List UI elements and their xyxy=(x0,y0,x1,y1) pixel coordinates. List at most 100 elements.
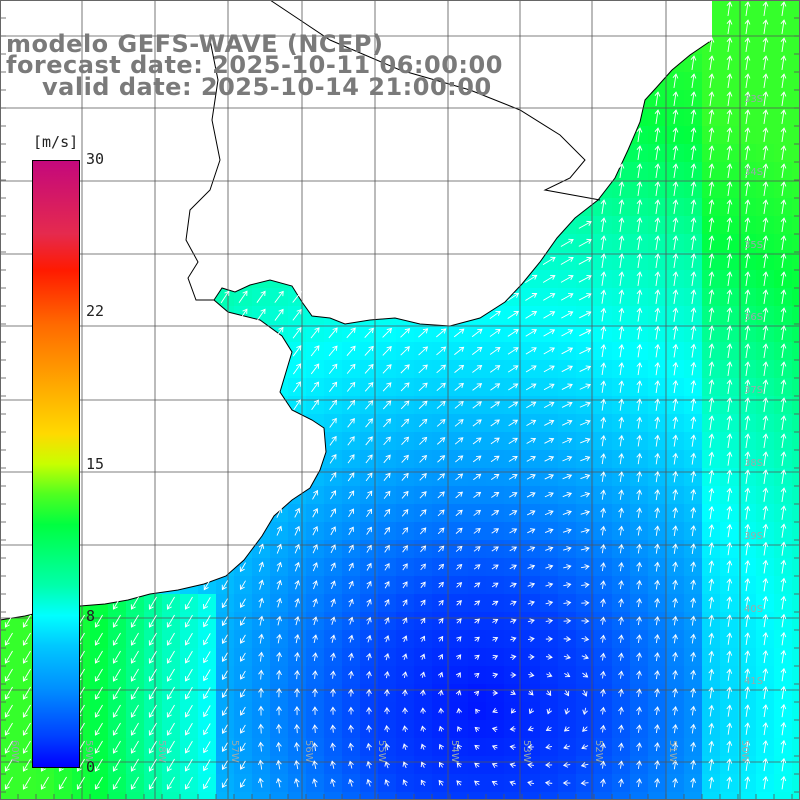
wind-arrow xyxy=(364,363,374,374)
wind-arrow xyxy=(276,741,282,752)
wind-arrow xyxy=(762,163,769,178)
wind-arrow xyxy=(708,307,715,322)
wind-arrow xyxy=(471,346,483,355)
speed-cell xyxy=(792,684,800,703)
wind-arrow xyxy=(473,546,481,552)
wind-arrow xyxy=(780,433,787,448)
wind-arrow xyxy=(762,505,769,520)
wind-arrow xyxy=(510,708,517,714)
speed-cell xyxy=(792,90,800,109)
wind-arrow xyxy=(600,688,606,697)
wind-arrow xyxy=(258,741,264,752)
wind-arrow xyxy=(600,344,607,358)
wind-arrow xyxy=(437,455,446,463)
wind-arrow xyxy=(762,19,769,34)
wind-arrow xyxy=(508,474,518,480)
speed-cell xyxy=(216,792,235,800)
wind-arrow xyxy=(744,307,751,322)
wind-arrow xyxy=(420,635,426,642)
wind-arrow xyxy=(526,474,536,480)
wind-arrow xyxy=(508,419,519,427)
wind-arrow xyxy=(402,725,408,732)
wind-arrow xyxy=(780,91,787,106)
wind-arrow xyxy=(762,55,769,70)
wind-arrow xyxy=(258,687,264,698)
wind-arrow xyxy=(546,708,553,715)
wind-arrow xyxy=(636,616,642,626)
wind-arrow xyxy=(636,634,642,644)
wind-arrow xyxy=(455,672,461,678)
wind-arrow xyxy=(762,776,769,790)
wind-arrow xyxy=(618,343,625,358)
wind-arrow xyxy=(708,397,715,412)
wind-arrow xyxy=(780,361,787,376)
wind-arrow xyxy=(580,528,590,534)
wind-arrow xyxy=(744,199,751,214)
wind-arrow xyxy=(112,614,121,628)
wind-arrow xyxy=(672,127,679,142)
wind-arrow xyxy=(580,455,591,462)
wind-arrow xyxy=(544,437,555,444)
wind-arrow xyxy=(636,598,642,608)
wind-arrow xyxy=(312,778,318,788)
wind-arrow xyxy=(384,526,390,535)
wind-arrow xyxy=(240,724,246,734)
wind-arrow xyxy=(762,271,769,286)
wind-arrow xyxy=(744,505,751,520)
wind-arrow xyxy=(780,415,787,430)
wind-arrow xyxy=(780,667,787,682)
wind-arrow xyxy=(420,761,426,768)
wind-arrow xyxy=(561,383,573,390)
wind-arrow xyxy=(509,546,518,552)
wind-arrow xyxy=(672,651,678,662)
coastline xyxy=(0,39,713,621)
wind-arrow xyxy=(184,632,193,646)
wind-arrow xyxy=(618,181,625,196)
wind-arrow xyxy=(600,525,606,536)
speed-cell xyxy=(792,216,800,235)
wind-arrow xyxy=(780,37,787,52)
wind-arrow xyxy=(690,561,697,572)
wind-arrow xyxy=(455,455,464,463)
wind-arrow xyxy=(600,742,606,751)
wind-arrow xyxy=(329,472,337,482)
wind-arrow xyxy=(509,528,518,534)
wind-arrow xyxy=(473,690,480,697)
wind-arrow xyxy=(654,579,660,590)
wind-arrow xyxy=(22,776,31,790)
wind-arrow xyxy=(726,740,733,753)
wind-arrow xyxy=(690,597,696,608)
wind-arrow xyxy=(294,561,300,572)
wind-arrow xyxy=(384,671,390,679)
wind-arrow xyxy=(654,634,660,644)
speed-cell xyxy=(648,792,667,800)
wind-arrow xyxy=(400,364,410,374)
wind-arrow xyxy=(563,744,571,750)
wind-arrow xyxy=(491,744,498,751)
valid-date: valid date: 2025-10-14 21:00:00 xyxy=(42,73,492,101)
wind-arrow xyxy=(545,600,554,606)
wind-arrow xyxy=(780,703,787,718)
wind-arrow xyxy=(744,415,751,430)
wind-arrow xyxy=(492,672,499,679)
wind-arrow xyxy=(347,399,356,410)
wind-arrow xyxy=(780,631,787,646)
wind-arrow xyxy=(366,760,372,769)
wind-arrow xyxy=(636,489,643,500)
wind-arrow xyxy=(636,652,642,661)
wind-arrow xyxy=(456,563,463,570)
wind-arrow xyxy=(420,617,426,624)
wind-arrow xyxy=(600,217,607,232)
wind-arrow xyxy=(420,581,426,589)
wind-arrow xyxy=(276,597,282,608)
wind-arrow xyxy=(636,706,642,715)
wind-arrow xyxy=(148,722,157,736)
wind-arrow xyxy=(292,308,302,321)
wind-arrow xyxy=(762,127,769,142)
wind-arrow xyxy=(491,528,500,534)
lon-label: 50W xyxy=(739,740,750,763)
wind-arrow xyxy=(564,672,571,678)
speed-cell xyxy=(0,792,19,800)
wind-arrow xyxy=(166,722,175,736)
